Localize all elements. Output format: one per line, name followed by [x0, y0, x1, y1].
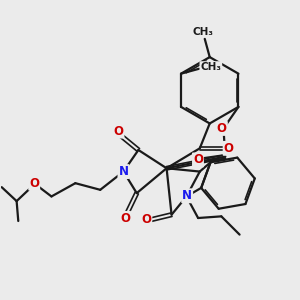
Text: O: O [224, 142, 234, 155]
Text: N: N [182, 189, 192, 202]
Text: O: O [193, 154, 203, 166]
Text: CH₃: CH₃ [200, 62, 221, 72]
Text: N: N [118, 165, 128, 178]
Text: O: O [120, 212, 130, 225]
Text: O: O [141, 213, 152, 226]
Text: O: O [113, 124, 124, 138]
Text: O: O [29, 177, 39, 190]
Text: CH₃: CH₃ [193, 27, 214, 37]
Text: O: O [217, 122, 227, 135]
